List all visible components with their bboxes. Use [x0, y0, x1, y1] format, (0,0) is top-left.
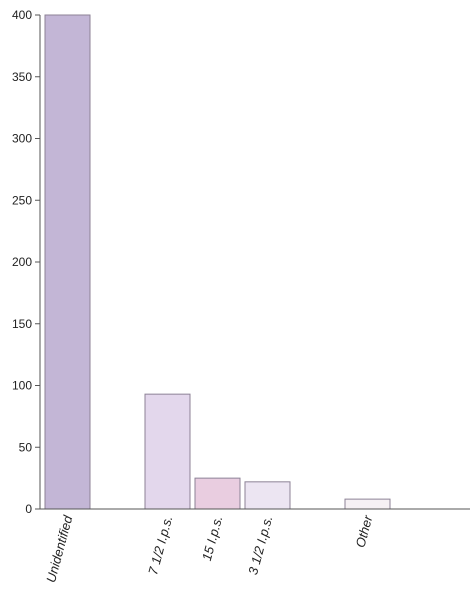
- y-tick-label: 150: [12, 317, 32, 331]
- y-tick-label: 400: [12, 8, 32, 22]
- x-category-label: Unidentified: [43, 513, 75, 584]
- y-tick-label: 50: [19, 440, 33, 454]
- y-tick-label: 100: [12, 379, 32, 393]
- x-axis: Unidentified 7 1/2 I.p.s. 15 I.p.s. 3 1/2 I…: [40, 508, 470, 584]
- x-category-label: Other: [352, 513, 375, 549]
- y-tick-label: 200: [12, 255, 32, 269]
- bar-unidentified: [44, 14, 91, 510]
- bar-other: [344, 498, 391, 510]
- x-category-label: 15 I.p.s.: [199, 514, 225, 563]
- bar-15-i-p-s-: [194, 477, 241, 510]
- x-category-label: 3 1/2 I.p.s.: [245, 514, 275, 577]
- y-tick-label: 350: [12, 70, 32, 84]
- y-tick-label: 300: [12, 132, 32, 146]
- bar-3-1-2-i-p-s-: [244, 481, 291, 510]
- x-category-label: 7 1/2 I.p.s.: [145, 514, 175, 577]
- y-tick-label: 250: [12, 193, 32, 207]
- bars: [44, 14, 391, 510]
- y-tick-label: 0: [25, 502, 32, 516]
- bar-7-1-2-i-p-s-: [144, 393, 191, 510]
- y-axis: 0 50 100 150 200 250 300 350 400: [12, 8, 41, 516]
